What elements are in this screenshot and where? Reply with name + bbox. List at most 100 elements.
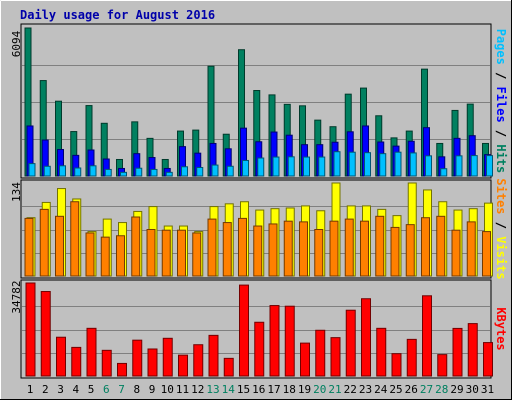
sites-bar: [116, 235, 125, 277]
pages-bar: [333, 151, 341, 177]
sites-bar: [146, 229, 156, 277]
sites-legend: Sites: [494, 178, 508, 214]
kbytes-bar: [345, 309, 356, 377]
pages-bar: [150, 168, 158, 177]
day-label: 8: [133, 383, 140, 396]
pages-bar: [364, 152, 371, 177]
pages-bar: [486, 155, 493, 177]
day-label: 9: [149, 383, 156, 396]
visits-panel-side-legend: Sites / Visits: [494, 178, 508, 279]
kbytes-bar: [452, 327, 463, 377]
chart-title: Daily usage for August 2016: [20, 8, 215, 22]
pages-bar: [455, 155, 463, 177]
visits-legend: Visits: [494, 236, 508, 279]
sites-bar: [329, 220, 339, 277]
kbytes-bar: [361, 298, 371, 377]
kbytes-bar: [193, 344, 204, 377]
legend-separator: /: [494, 123, 508, 145]
sites-bar: [360, 220, 369, 277]
kbytes-bar: [162, 337, 173, 377]
sites-bar: [253, 225, 263, 277]
kbytes-bar: [56, 336, 66, 377]
sites-bar: [283, 220, 293, 277]
day-label: 27: [420, 383, 433, 396]
legend-separator: /: [494, 215, 508, 237]
kbytes-panel-max-label: 34782: [10, 280, 23, 313]
pages-bar: [226, 165, 234, 177]
pages-bar: [165, 171, 173, 177]
day-label: 25: [389, 383, 402, 396]
pages-bar: [89, 165, 97, 177]
legend-separator: /: [494, 65, 508, 87]
pages-bar: [287, 156, 295, 177]
sites-bar: [466, 221, 476, 277]
kbytes-bar: [208, 334, 219, 377]
kbytes-bar: [223, 357, 234, 377]
pages-bar: [440, 168, 448, 177]
hits-panel-max-label: 6094: [10, 30, 23, 57]
pages-bar: [379, 153, 387, 177]
day-label: 18: [283, 383, 296, 396]
pages-bar: [318, 156, 326, 177]
pages-bar: [303, 156, 310, 177]
day-label: 3: [57, 383, 64, 396]
day-label: 17: [267, 383, 280, 396]
kbytes-bar: [300, 342, 310, 377]
sites-bar: [268, 223, 278, 277]
day-label: 14: [222, 383, 236, 396]
kbytes-bar: [391, 353, 402, 377]
pages-bar: [196, 166, 204, 177]
files-legend: Files: [494, 87, 508, 123]
day-label: 12: [191, 383, 204, 396]
sites-bar: [222, 222, 232, 277]
day-label: 10: [161, 383, 174, 396]
kbytes-bar: [422, 295, 432, 377]
sites-bar: [405, 224, 415, 277]
sites-bar: [421, 217, 430, 277]
pages-bar: [425, 155, 432, 177]
sites-bar: [314, 229, 324, 277]
sites-bar: [482, 231, 491, 277]
pages-bar: [135, 167, 143, 177]
kbytes-bar: [269, 305, 280, 377]
kbytes-bar: [284, 305, 295, 377]
visits-panel-max-label: 134: [10, 182, 23, 202]
day-label: 2: [42, 383, 49, 396]
kbytes-bar: [376, 327, 387, 377]
kbytes-bar: [25, 282, 36, 377]
pages-bar: [211, 164, 219, 177]
sites-bar: [436, 215, 446, 277]
day-label: 21: [328, 383, 341, 396]
pages-bar: [74, 167, 82, 177]
kbytes-panel: 34782 KBytes: [10, 279, 508, 379]
sites-bar: [375, 215, 385, 277]
pages-bar: [394, 151, 402, 177]
day-label: 13: [206, 383, 219, 396]
kbytes-bar: [147, 348, 158, 377]
sites-bar: [390, 226, 400, 277]
day-label: 26: [405, 383, 418, 396]
kbytes-bar: [330, 337, 341, 377]
sites-bar: [238, 217, 247, 277]
hits-files-pages-panel: 6094 Pages / Files / Hits: [10, 23, 508, 179]
kbytes-bar: [71, 346, 82, 377]
kbytes-bar: [483, 342, 493, 377]
pages-bar: [28, 163, 36, 177]
hits-panel-side-legend: Pages / Files / Hits: [494, 29, 508, 174]
day-label: 31: [481, 383, 494, 396]
pages-bar: [120, 171, 127, 177]
day-label: 20: [313, 383, 326, 396]
day-axis-labels: 1 2 3 4 5 6 7 8 9 10 11 12 13 14 15 16 17 18 19 20 21 22 23 24 2…: [27, 383, 494, 396]
kbytes-bar: [239, 284, 249, 377]
pages-bar: [59, 165, 66, 177]
sites-bar: [299, 221, 308, 277]
sites-bar: [70, 201, 80, 277]
pages-bar: [104, 168, 112, 177]
day-label: 11: [176, 383, 189, 396]
day-label: 29: [450, 383, 463, 396]
sites-bar: [39, 208, 49, 277]
kbytes-legend: KBytes: [494, 307, 508, 350]
sites-bar: [131, 216, 141, 277]
hits-legend: Hits: [494, 144, 508, 173]
